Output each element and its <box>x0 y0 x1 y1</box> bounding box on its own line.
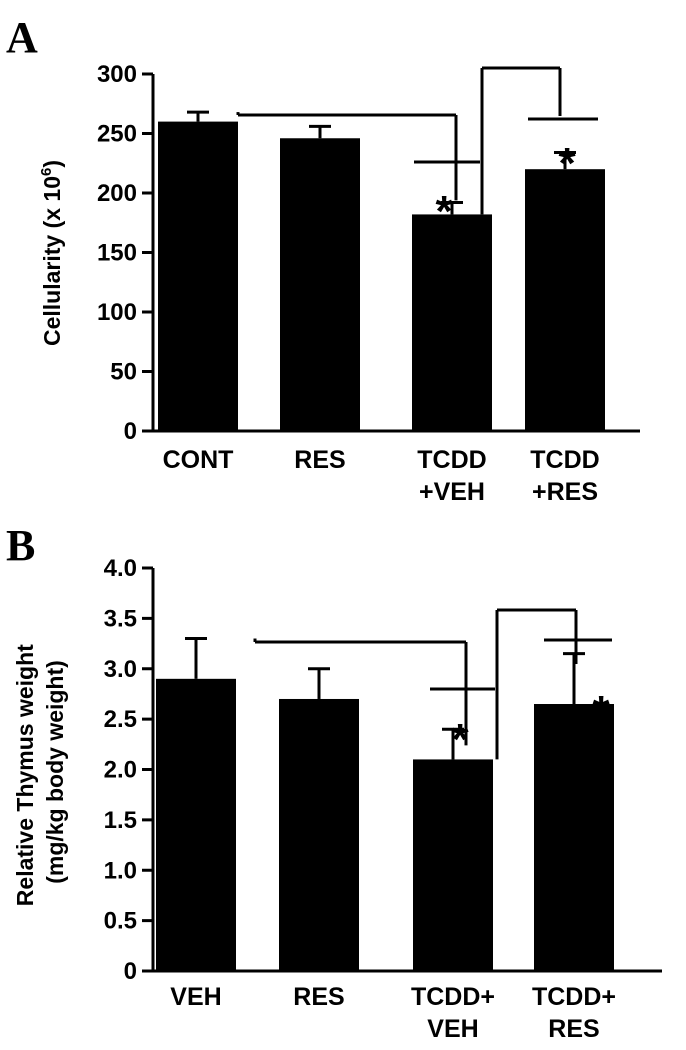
panel-a-tick-label: 150 <box>97 240 137 267</box>
panel-b-y-ticks: 0 0.5 1.0 1.5 2.0 2.5 3.0 3.5 4.0 <box>104 555 153 985</box>
panel-b-significance-star: * <box>451 715 469 764</box>
panel-b-tick-label: 0 <box>124 958 137 985</box>
panel-b-y-axis-label: Relative Thymus weight (mg/kg body weigh… <box>12 638 68 906</box>
panel-a-category-label-line: +VEH <box>419 478 485 506</box>
panel-b-tick-label: 2.5 <box>104 706 137 733</box>
panel-b-bar <box>534 704 614 971</box>
panel-a-tick-label: 200 <box>97 180 137 207</box>
panel-a-category-label-line: CONT <box>163 446 234 474</box>
panel-b: B Relative Thymus weight (mg/kg body wei… <box>6 521 662 1043</box>
panel-a-category-label-line: TCDD <box>530 446 599 474</box>
panel-b-bar <box>156 678 236 971</box>
panel-a-y-axis-label: Cellularity (x 106) <box>38 160 65 346</box>
panel-a-y-label-sup: 6 <box>38 168 55 176</box>
panel-b-category-label: VEH <box>170 983 221 1011</box>
panel-a-tick-label: 0 <box>124 418 137 445</box>
panel-a-category-label-line: +RES <box>532 478 598 506</box>
panel-b-category-label: TCDD+ RES <box>532 983 616 1043</box>
panel-b-category-label: TCDD+ VEH <box>411 983 495 1043</box>
panel-b-significance-marks: ** <box>451 687 610 764</box>
panel-a-bar <box>412 214 492 431</box>
panel-b-comparison-brackets <box>253 608 612 760</box>
panel-b-category-label-line: VEH <box>170 983 221 1011</box>
panel-b-categories: VEH RES TCDD+ VEH TCDD+ RES <box>170 983 616 1043</box>
panel-a-category-label: TCDD +VEH <box>417 446 486 506</box>
panel-b-y-label-line2: (mg/kg body weight) <box>42 660 68 884</box>
panel-b-category-label-line: TCDD+ <box>532 983 616 1011</box>
panel-b-category-label-line: RES <box>293 983 344 1011</box>
panel-a-tick-label: 250 <box>97 121 137 148</box>
panel-b-category-label-line: TCDD+ <box>411 983 495 1011</box>
panel-a-bar <box>158 121 238 431</box>
panel-b-error-bars <box>185 637 585 760</box>
panel-b-tick-label: 1.5 <box>104 807 137 834</box>
panel-b-tick-label: 3.5 <box>104 605 137 632</box>
panel-b-tick-label: 1.0 <box>104 857 137 884</box>
panel-a-y-label-end: ) <box>39 160 65 168</box>
panel-b-y-label-line1: Relative Thymus weight <box>12 644 38 906</box>
panel-b-significance-star: * <box>592 687 610 736</box>
panel-a-bars <box>158 121 605 431</box>
panel-a-significance-marks: ** <box>435 139 576 236</box>
panel-a-category-label: RES <box>294 446 345 474</box>
panel-a-tick-label: 100 <box>97 299 137 326</box>
panel-a-error-bars <box>187 110 576 215</box>
panel-b-category-label-line: VEH <box>427 1015 478 1043</box>
panel-b-tick-label: 3.0 <box>104 656 137 683</box>
panel-b-bars <box>156 678 614 971</box>
panel-b-tick-label: 2.0 <box>104 757 137 784</box>
panel-a-y-ticks: 0 50 100 150 200 250 300 <box>97 61 153 445</box>
panel-b-category-label-line: RES <box>548 1015 599 1043</box>
panel-b-tick-label: 0.5 <box>104 908 137 935</box>
panel-letter-b: B <box>6 521 35 570</box>
panel-a-category-label-line: RES <box>294 446 345 474</box>
panel-a-bar <box>525 169 605 431</box>
panel-letter-a: A <box>6 13 38 62</box>
panel-a-tick-label: 50 <box>110 359 137 386</box>
panel-b-tick-label: 4.0 <box>104 555 137 582</box>
panel-a-categories: CONT RES TCDD +VEH TCDD +RES <box>163 446 600 506</box>
panel-b-bar <box>279 698 359 971</box>
panel-a-y-label-main: Cellularity (x 10 <box>39 176 65 346</box>
panel-a-comparison-brackets <box>236 66 598 215</box>
panel-a-category-label: CONT <box>163 446 234 474</box>
panel-a: A Cellularity (x 106) 0 50 100 150 200 250 300… <box>6 13 640 506</box>
panel-a-bar <box>280 138 360 431</box>
panel-b-category-label: RES <box>293 983 344 1011</box>
panel-a-category-label-line: TCDD <box>417 446 486 474</box>
panel-a-tick-label: 300 <box>97 61 137 88</box>
panel-b-bar <box>413 759 493 971</box>
panel-a-category-label: TCDD +RES <box>530 446 599 506</box>
panel-a-significance-star: * <box>558 139 576 188</box>
panel-a-significance-star: * <box>435 187 453 236</box>
